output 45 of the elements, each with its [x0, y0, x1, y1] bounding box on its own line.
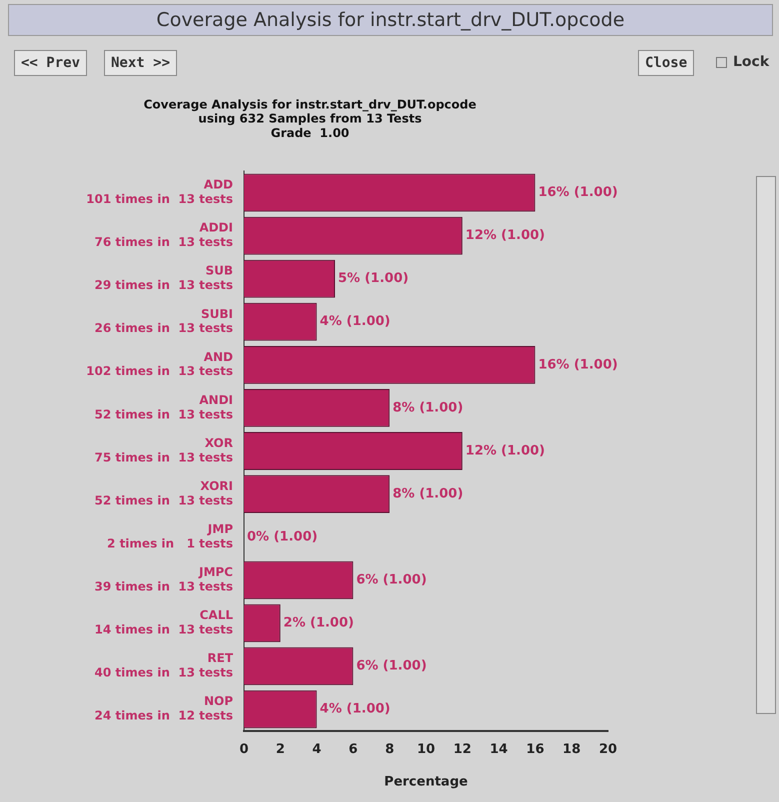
- x-tick-label: 12: [453, 742, 472, 757]
- y-tick-label: ADDI 76 times in 13 tests: [94, 220, 233, 250]
- y-tick-label: XORI 52 times in 13 tests: [94, 478, 233, 508]
- data-label: 8% (1.00): [392, 400, 464, 416]
- data-label: 5% (1.00): [338, 271, 409, 286]
- x-tick-label: 14: [490, 742, 508, 757]
- chart-title: Coverage Analysis for instr.start_drv_DUT.opcode: [144, 97, 476, 112]
- x-tick-label: 20: [598, 742, 618, 757]
- data-label: 12% (1.00): [465, 228, 546, 244]
- y-tick-label: ADD 101 times in 13 tests: [86, 178, 234, 206]
- y-tick-label: AND 102 times in 13 tests: [86, 350, 234, 378]
- y-tick-label: NOP 24 times in 12 tests: [94, 694, 234, 723]
- data-label: 4% (1.00): [320, 702, 390, 717]
- x-tick-label: 6: [348, 742, 358, 757]
- data-label: 2% (1.00): [283, 616, 354, 631]
- x-tick-label: 2: [276, 742, 285, 757]
- text: Lock: [733, 54, 770, 70]
- y-tick-label: CALL 14 times in 13 tests: [94, 608, 234, 637]
- data-label: 6% (1.00): [356, 572, 427, 588]
- y-tick-label: ANDI 52 times in 13 tests: [94, 392, 233, 422]
- y-tick-label: JMPC 39 times in 13 tests: [94, 565, 234, 594]
- data-label: 6% (1.00): [356, 658, 427, 674]
- y-tick-label: XOR 75 times in 13 tests: [94, 436, 233, 464]
- x-tick-label: 16: [526, 742, 544, 757]
- x-tick-label: 10: [416, 742, 436, 757]
- data-label: 0% (1.00): [247, 529, 318, 544]
- text: Close: [638, 50, 694, 76]
- data-label: 12% (1.00): [465, 443, 546, 458]
- x-axis-title: Percentage: [384, 774, 468, 790]
- x-tick-label: 18: [562, 742, 581, 757]
- y-tick-label: SUB 29 times in 13 tests: [94, 264, 233, 292]
- data-label: 16% (1.00): [538, 357, 618, 372]
- chart-subtitle: using 632 Samples from 13 Tests Grade 1.00: [198, 112, 422, 140]
- data-label: 16% (1.00): [538, 185, 618, 200]
- text: Coverage Analysis for instr.start_drv_DUT.opcode: [8, 4, 773, 36]
- y-tick-label: SUBI 26 times in 13 tests: [94, 306, 233, 336]
- text: << Prev: [14, 50, 88, 76]
- x-tick-label: 8: [385, 742, 394, 757]
- text: Next >>: [104, 50, 178, 76]
- x-tick-label: 4: [312, 742, 322, 757]
- data-label: 8% (1.00): [392, 486, 464, 502]
- y-tick-label: JMP 2 times in 1 tests: [107, 522, 234, 550]
- y-tick-label: RET 40 times in 13 tests: [94, 651, 234, 680]
- x-tick-label: 0: [239, 742, 249, 757]
- data-label: 4% (1.00): [320, 314, 390, 330]
